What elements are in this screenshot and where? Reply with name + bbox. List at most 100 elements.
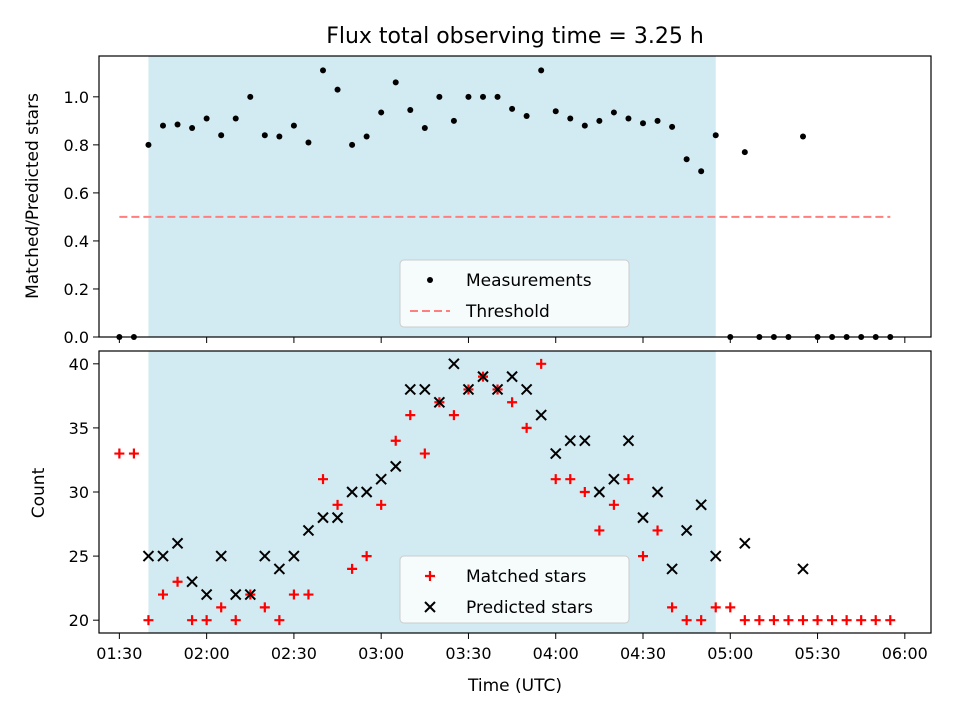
measurement-point [509,105,516,112]
measurement-point [407,107,414,114]
predicted-star-point [564,435,576,447]
ratio-y-label: Matched/Predicted stars [23,93,43,299]
x-tick-label: 06:00 [882,644,928,663]
measurement-point [538,67,545,74]
matched-star-point [710,602,721,613]
measurement-point [596,117,603,124]
matched-star-point [172,576,183,587]
predicted-star-point [259,550,271,562]
measurement-point [261,132,268,139]
matched-star-point [798,615,808,626]
matched-star-point [303,589,314,600]
x-tick-label: 02:30 [271,644,317,663]
predicted-star-point [622,435,635,447]
matched-star-point [652,525,663,536]
predicted-star-point [215,550,227,562]
x-tick-label: 03:00 [358,644,404,663]
matched-star-point [768,615,779,626]
measurement-point [305,139,312,146]
predicted-star-point [346,486,358,498]
x-tick-label: 04:30 [620,644,666,663]
y-tick-label: 1.0 [64,88,89,107]
measurement-point [436,93,443,100]
measurement-point [523,113,530,120]
matched-star-point [550,474,561,485]
predicted-star-point [579,435,591,447]
predicted-star-point [710,550,722,562]
predicted-star-point [550,447,562,460]
measurement-point [363,133,370,140]
predicted-star-point [637,511,649,524]
predicted-star-point [302,524,315,537]
predicted-star-point [593,486,606,498]
matched-star-point [376,499,387,510]
matched-star-point [347,563,358,574]
measurement-point [320,67,326,74]
matched-star-point [827,615,838,626]
measurement-point [392,79,399,86]
matched-star-point [623,474,634,485]
measurement-point [800,133,806,140]
matched-star-point [143,615,154,626]
chart-title: Flux total observing time = 3.25 h [326,24,704,49]
matched-star-point [812,615,823,626]
count-panel: 01:30 02:00 02:30 03:00 03:30 04:00 04:30 05:00… [29,350,932,663]
measurement-point [276,133,283,140]
y-tick-label: 20 [69,611,89,630]
predicted-star-point [404,383,416,396]
predicted-star-point [608,473,620,485]
predicted-star-point [520,383,533,396]
predicted-star-point [739,537,751,549]
predicted-star-point [186,576,198,588]
measurement-point [698,168,705,175]
predicted-star-point [288,550,300,562]
matched-star-point [390,435,401,446]
measurement-point [480,93,486,100]
predicted-star-point [680,524,693,537]
predicted-star-point [477,370,489,383]
y-tick-label: 0.0 [64,328,89,347]
predicted-star-point [230,588,242,601]
ratio-legend: Measurements Threshold [399,259,630,328]
measurement-point [232,115,239,122]
matched-star-point [332,499,343,510]
matched-star-point [318,474,328,485]
x-tick-label: 03:30 [445,644,491,663]
legend-label: Matched stars [466,567,586,587]
matched-star-point [216,602,227,613]
matched-star-point [128,448,139,459]
measurement-point [465,93,472,100]
matched-star-point [739,615,750,626]
matched-star-point [579,487,590,497]
predicted-star-point [273,563,286,575]
matched-star-point [608,499,619,510]
matched-star-point [870,615,881,626]
measurement-point [625,115,632,122]
measurement-point [552,108,559,115]
matched-star-point [361,551,372,562]
matched-star-point [725,602,736,613]
matched-star-point [521,422,532,433]
y-tick-label: 0.6 [64,184,89,203]
matched-star-point [638,551,648,562]
predicted-star-point [331,511,344,524]
matched-star-point [114,448,125,459]
measurement-point [218,132,225,139]
y-tick-label: 25 [69,547,89,566]
predicted-star-point [695,499,707,511]
matched-star-point [187,615,198,626]
x-tick-label: 04:00 [533,644,579,663]
matched-star-point [507,397,518,408]
matched-star-point [754,615,765,626]
measurement-point [174,121,181,128]
predicted-star-point [142,550,155,562]
matched-star-point [405,410,416,421]
predicted-star-point [375,473,387,485]
measurement-point [712,132,719,139]
predicted-star-point [666,563,678,575]
matched-star-point [681,615,692,626]
y-tick-label: 0.8 [64,136,89,155]
matched-star-point [594,525,605,536]
measurement-point [640,120,646,127]
matched-star-point [565,474,576,485]
